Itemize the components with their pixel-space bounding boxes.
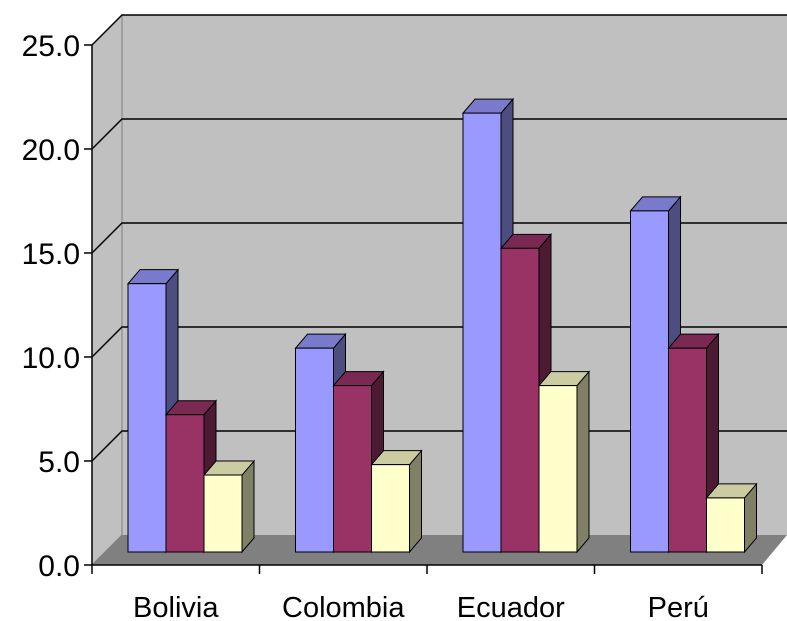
y-tick-label: 0.0: [38, 550, 80, 583]
gridline: [91, 118, 787, 150]
bar-front-face: [295, 347, 334, 553]
gridlines: [91, 14, 787, 462]
floor: [92, 535, 787, 565]
bar-front-face: [538, 385, 578, 553]
bar-front-face: [500, 247, 540, 553]
bar-front-face: [127, 283, 167, 553]
bar-side-face: [409, 449, 422, 554]
side-wall: [91, 13, 123, 567]
gridline: [91, 222, 787, 254]
x-category-label: Ecuador: [457, 592, 565, 621]
bar-front-face: [203, 474, 243, 553]
x-category-label: Bolivia: [133, 592, 219, 621]
x-category-label: Colombia: [282, 592, 405, 621]
bar-front-face: [165, 414, 205, 553]
bar: [370, 449, 423, 554]
bars: [126, 97, 758, 554]
x-axis-category-labels: Bolivia Colombia Ecuador Perú: [133, 592, 709, 621]
bar: [667, 332, 720, 554]
gridline: [91, 14, 787, 46]
bar-front-face: [706, 497, 745, 553]
bar: [202, 459, 256, 554]
bar-front-face: [462, 112, 502, 553]
y-tick-label: 15.0: [22, 238, 80, 271]
bar-front-face: [371, 464, 410, 553]
chart-background: [91, 13, 787, 567]
y-tick-label: 25.0: [22, 30, 80, 63]
y-tick-label: 20.0: [22, 134, 80, 167]
bar-front-face: [668, 347, 707, 553]
bar: [537, 370, 591, 554]
y-tick-label: 5.0: [38, 446, 80, 479]
y-tick-label: 10.0: [22, 342, 80, 375]
axes: [84, 44, 763, 574]
back-wall: [122, 15, 787, 535]
y-axis-tick-labels: 0.0 5.0 10.0 15.0 20.0 25.0: [22, 30, 80, 583]
bar-front-face: [630, 210, 669, 553]
x-category-label: Perú: [648, 592, 709, 621]
bar: [705, 482, 758, 554]
bar-side-face: [576, 370, 590, 554]
gridline: [91, 326, 787, 358]
bar-side-face: [241, 459, 255, 554]
bar-front-face: [333, 385, 372, 553]
